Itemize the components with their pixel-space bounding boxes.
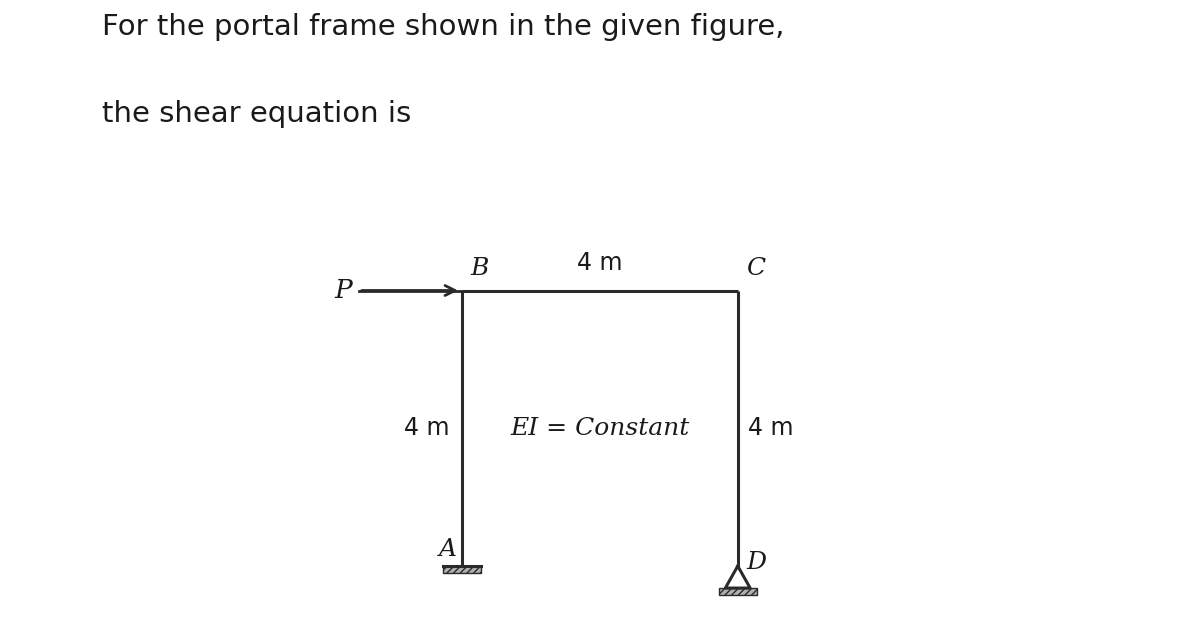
Polygon shape [719,588,757,595]
Text: C: C [746,257,766,280]
Text: EI = Constant: EI = Constant [510,417,690,440]
Text: P: P [335,278,352,303]
Text: A: A [439,538,457,561]
Text: D: D [746,551,766,574]
Text: 4 m: 4 m [577,251,623,275]
Text: 4 m: 4 m [404,416,450,440]
Text: For the portal frame shown in the given figure,: For the portal frame shown in the given … [102,13,785,41]
Text: B: B [470,257,488,280]
Text: the shear equation is: the shear equation is [102,100,412,129]
Text: 4 m: 4 m [748,416,793,440]
Polygon shape [443,566,481,573]
